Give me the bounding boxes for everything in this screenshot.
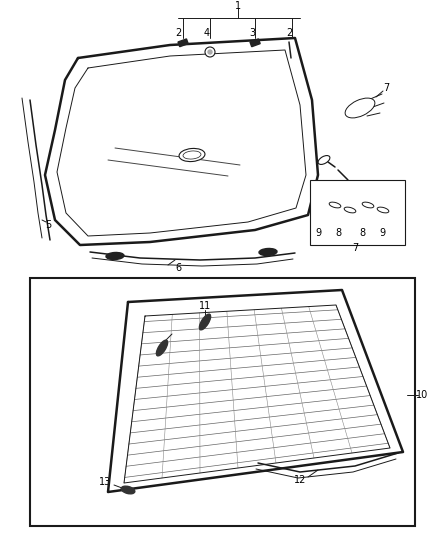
Text: 9: 9 [315,228,321,238]
Text: 4: 4 [204,28,210,38]
Text: 13: 13 [99,477,111,487]
Ellipse shape [183,151,201,159]
Bar [178,39,188,47]
Ellipse shape [329,202,341,208]
Ellipse shape [156,340,168,356]
Text: 7: 7 [352,243,358,253]
Text: 3: 3 [249,28,255,38]
Text: 11: 11 [199,301,211,311]
Ellipse shape [362,202,374,208]
Text: 9: 9 [379,228,385,238]
Bar [310,180,405,245]
Text: 8: 8 [335,228,341,238]
Text: 2: 2 [175,28,181,38]
Ellipse shape [345,98,375,118]
Ellipse shape [344,207,356,213]
Bar [250,39,260,47]
Ellipse shape [259,248,277,255]
Text: 7: 7 [383,83,389,93]
Ellipse shape [179,148,205,161]
Circle shape [208,50,212,54]
Ellipse shape [199,314,211,330]
Text: 5: 5 [45,220,51,230]
Text: 2: 2 [286,28,292,38]
Text: 12: 12 [294,475,306,485]
Text: 6: 6 [175,263,181,273]
Ellipse shape [106,253,124,260]
Text: 8: 8 [359,228,365,238]
Text: 1: 1 [235,1,241,11]
Bar [30,278,415,526]
Ellipse shape [121,486,135,494]
Ellipse shape [377,207,389,213]
Circle shape [205,47,215,57]
Text: 10: 10 [416,390,428,400]
Ellipse shape [318,156,330,165]
